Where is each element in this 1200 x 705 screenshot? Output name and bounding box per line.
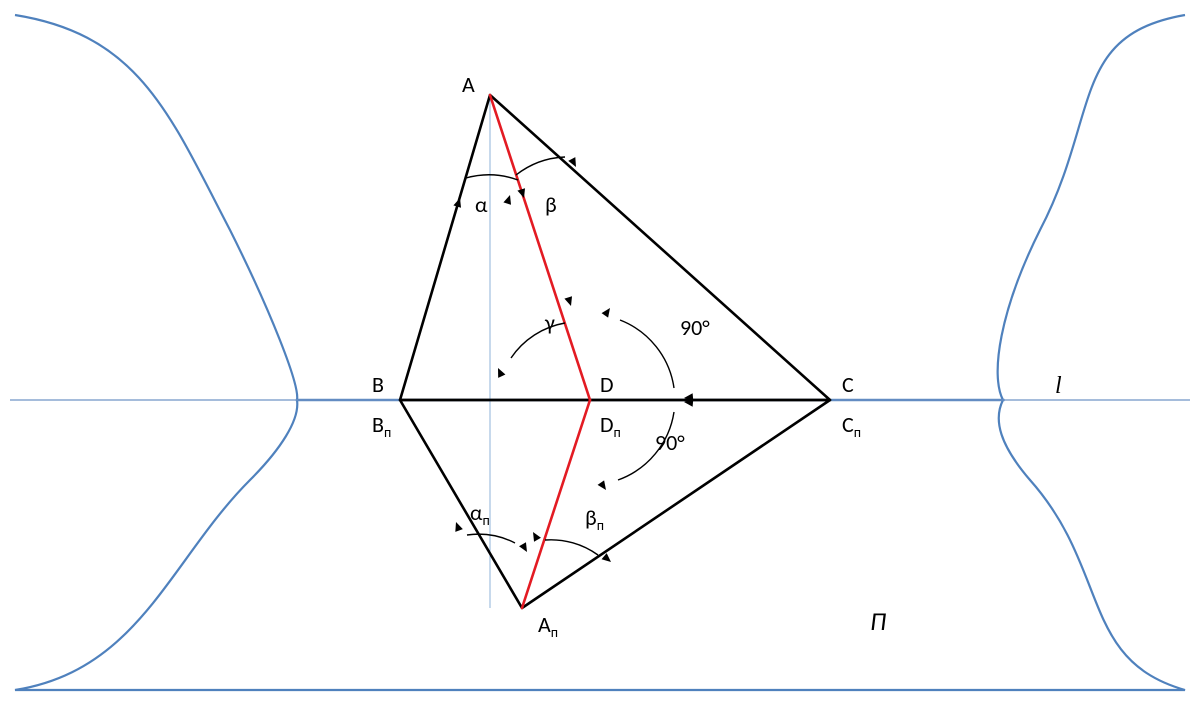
segment-apd xyxy=(522,400,590,608)
arc-alpha_p xyxy=(467,534,515,543)
angle-label-alpha: α xyxy=(475,191,488,218)
label-B: B xyxy=(372,371,384,398)
arc-beta xyxy=(516,157,565,175)
plane-p-outline xyxy=(15,400,1185,690)
line-l-label: l xyxy=(1055,373,1062,399)
angle-label-beta_p: βп xyxy=(585,504,604,534)
label-C: C xyxy=(842,371,854,398)
triangle-abc xyxy=(400,95,830,400)
plane-top-outline xyxy=(15,15,1185,400)
angle-label-ninety_l: 90° xyxy=(655,429,685,456)
angle-labels: α β γ 90° 90° αп βп xyxy=(470,191,710,534)
label-Cp: Cп xyxy=(842,411,861,441)
angle-label-alpha_p: αп xyxy=(470,499,490,529)
plane-p-label: П xyxy=(870,605,886,637)
arc-beta_p xyxy=(545,540,598,555)
angle-label-gamma: γ xyxy=(544,309,555,336)
label-Ap: Aп xyxy=(538,611,558,641)
point-labels: A B C D Aп Bп Cп Dп xyxy=(372,71,861,641)
arc-gamma xyxy=(511,323,565,358)
angle-label-beta: β xyxy=(545,191,557,218)
angle-arcs xyxy=(452,157,693,565)
arc-ninety_u xyxy=(620,320,674,388)
label-Bp: Bп xyxy=(372,411,391,441)
label-A: A xyxy=(462,71,475,98)
angle-label-ninety_u: 90° xyxy=(680,314,710,341)
label-Dp: Dп xyxy=(600,411,621,441)
arc-alpha xyxy=(466,175,518,180)
label-D: D xyxy=(600,371,614,398)
geometry-diagram: A B C D Aп Bп Cп Dп α β γ 90° 90° αп βп П l xyxy=(0,0,1200,705)
